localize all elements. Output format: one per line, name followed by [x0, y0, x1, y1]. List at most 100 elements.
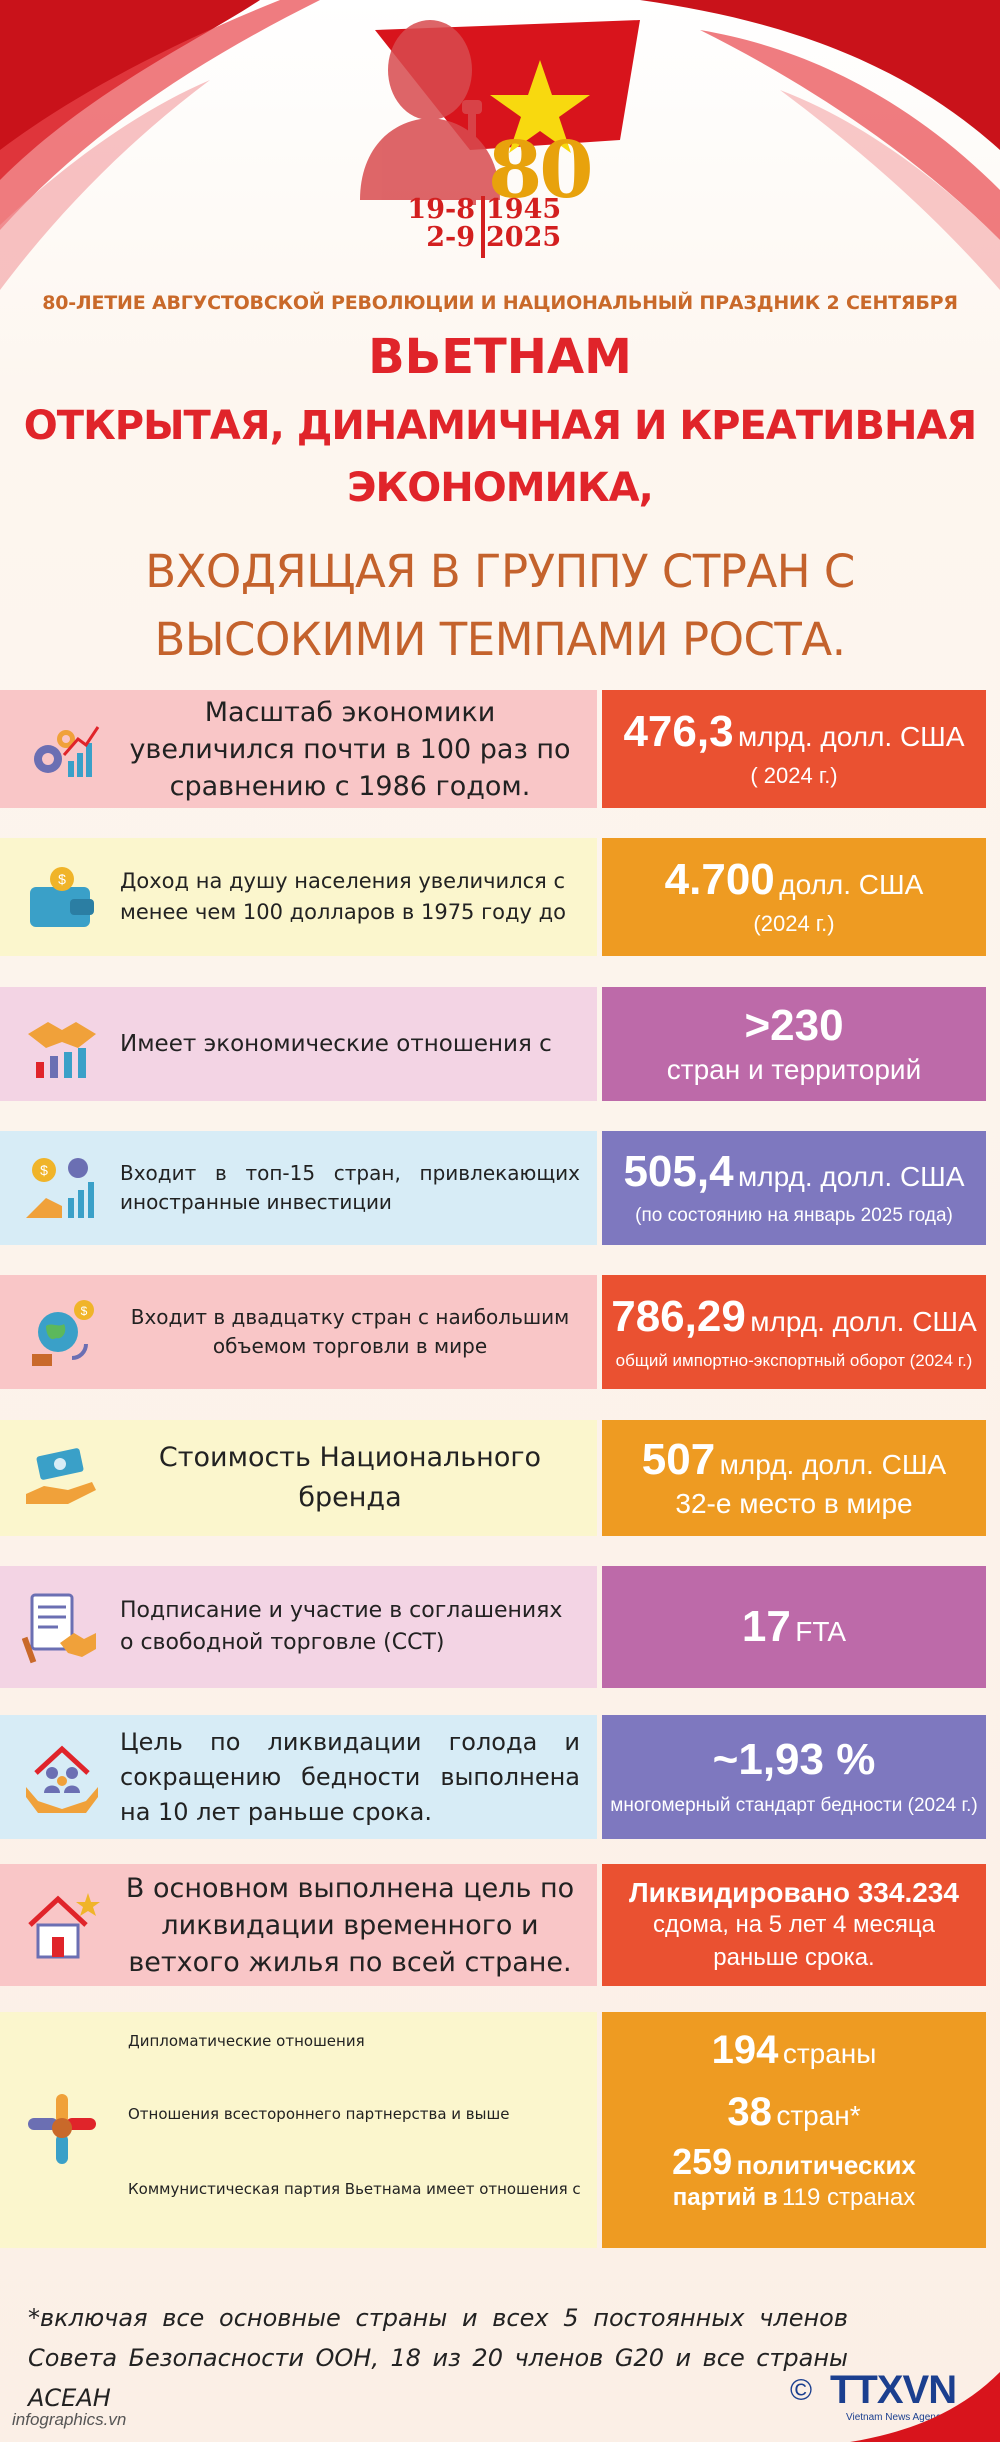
stat-value: >230: [744, 1000, 844, 1050]
stat-row-left: $ Входит в двадцатку стран с наибольшим …: [0, 1275, 597, 1389]
corner-ribbon: [850, 2372, 1000, 2442]
stat-value-box: 194 страны 38 стран* 259 политических па…: [602, 2012, 986, 2248]
date-left: 19-8 2-9: [365, 194, 475, 254]
svg-text:$: $: [58, 871, 66, 887]
stat-unit: долл. США: [779, 869, 924, 901]
header-decoration: 80 19-8 2-9 1945 2025: [0, 0, 1000, 290]
stat-desc: Доход на душу населения увеличился с мен…: [120, 869, 566, 924]
anniversary-subtitle: 80-ЛЕТИЕ АВГУСТОВСКОЙ РЕВОЛЮЦИИ И НАЦИОН…: [42, 292, 958, 314]
stat-row-trade: $ Входит в двадцатку стран с наибольшим …: [0, 1275, 1000, 1389]
stat-value-box: 505,4 млрд. долл. США (по состоянию на я…: [602, 1131, 986, 1245]
stat-row-diplomacy: Дипломатические отношения Отношения всес…: [0, 2012, 1000, 2248]
stat-row-relations: Имеет экономические отношения с >230 стр…: [0, 987, 1000, 1101]
title-line-5: ВЫСОКИМИ ТЕМПАМИ РОСТА.: [154, 613, 846, 666]
stat-row-left: В основном выполнена цель по ликвидации …: [0, 1864, 597, 1986]
stat-row-investment: $ Входит в топ-15 стран, привлекающих ин…: [0, 1131, 1000, 1245]
stat-row-left: Подписание и участие в соглашениях о сво…: [0, 1566, 597, 1688]
stat-value-box: >230 стран и территорий: [602, 987, 986, 1101]
stat-value: 507: [641, 1434, 716, 1484]
stat-note: ( 2024 г.): [750, 763, 838, 789]
wallet-coin-icon: $: [30, 867, 94, 927]
stat-note: общий импортно-экспортный оборот (2024 г…: [615, 1350, 973, 1370]
stat-row-left: Дипломатические отношения Отношения всес…: [0, 2012, 597, 2248]
stat-note: многомерный стандарт бедности (2024 г.): [610, 1795, 978, 1817]
stat-value-box: 507 млрд. долл. США 32-е место в мире: [602, 1420, 986, 1536]
party-relations-label: Коммунистическая партия Вьетнама имеет о…: [128, 2180, 581, 2198]
stat-value: 476,3: [623, 707, 734, 757]
stat-row-brand: Стоимость Национального бренда 507 млрд.…: [0, 1420, 1000, 1536]
anniversary-80: 80: [488, 125, 594, 216]
partnership-value: 38: [727, 2090, 772, 2134]
family-hands-icon: [26, 1745, 98, 1813]
stat-value: 505,4: [623, 1146, 734, 1196]
logo-subtitle: Vietnam News Agency: [846, 2412, 946, 2423]
stat-value: Ликвидировано 334.234: [629, 1876, 959, 1908]
stat-value: 4.700: [664, 855, 775, 905]
portrait-icon: [360, 20, 500, 205]
date-2-9: 2-9: [426, 222, 475, 254]
stat-row-poverty: Цель по ликвидации голода и сокращению б…: [0, 1715, 1000, 1839]
stat-unit: млрд. долл. США: [750, 1306, 977, 1338]
stat-value: 786,29: [611, 1292, 746, 1342]
stat-row-left: Цель по ликвидации голода и сокращению б…: [0, 1715, 597, 1839]
stat-note: стран и территорий: [666, 1054, 922, 1086]
stat-value-box: 4.700 долл. США (2024 г.): [602, 838, 986, 956]
stat-row-left: $ Входит в топ-15 стран, привлекающих ин…: [0, 1131, 597, 1245]
svg-text:$: $: [40, 1162, 48, 1178]
document-handshake-icon: [22, 1593, 96, 1664]
investment-chart-icon: $: [26, 1158, 94, 1218]
copyright-symbol: ©: [790, 2374, 813, 2407]
house-star-icon: [28, 1893, 100, 1959]
stat-unit: FTA: [795, 1615, 847, 1647]
site-link[interactable]: infographics.vn: [12, 2410, 127, 2429]
stat-row-housing: В основном выполнена цель по ликвидации …: [0, 1864, 1000, 1986]
stat-note: сдома, на 5 лет 4 месяца раньше срока.: [653, 1911, 935, 1971]
date-19-8: 19-8: [407, 194, 475, 225]
title-vietnam: ВЬЕТНАМ: [368, 329, 632, 385]
diplomatic-relations-label: Дипломатические отношения: [128, 2032, 365, 2050]
globe-trade-icon: $: [32, 1300, 94, 1366]
gears-chart-icon: [34, 726, 100, 777]
title-open-economy: ОТКРЫТАЯ, ДИНАМИЧНАЯ И КРЕАТИВНАЯ ЭКОНОМ…: [0, 395, 1000, 519]
partnership-label: Отношения всестороннего партнерства и вы…: [128, 2105, 510, 2123]
stat-value: 17: [741, 1601, 791, 1651]
stat-desc: Цель по ликвидации голода и сокращению б…: [120, 1727, 580, 1826]
stat-value-box: Ликвидировано 334.234 сдома, на 5 лет 4 …: [602, 1864, 986, 1986]
stat-row-fta: Подписание и участие в соглашениях о сво…: [0, 1566, 1000, 1688]
footnote: *включая все основные страны и всех 5 по…: [28, 2304, 848, 2412]
stat-desc: Масштаб экономики увеличился почти в 100…: [129, 696, 571, 802]
title-growth-group: ВХОДЯЩАЯ В ГРУППУ СТРАН С ВЫСОКИМИ ТЕМПА…: [0, 538, 1000, 674]
stat-row-left: Имеет экономические отношения с: [0, 987, 597, 1101]
money-hand-icon: [26, 1448, 96, 1504]
stat-note: 32-е место в мире: [675, 1488, 913, 1520]
stat-desc: Входит в двадцатку стран с наибольшим об…: [130, 1305, 570, 1358]
stat-row-income: $ Доход на душу населения увеличился с м…: [0, 838, 1000, 956]
parties-in: партий в: [672, 2183, 778, 2211]
handshake-chart-icon: [28, 1022, 96, 1078]
stat-unit: млрд. долл. США: [719, 1448, 947, 1480]
title-line-3: ЭКОНОМИКА,: [347, 465, 654, 511]
stat-note: (по состоянию на январь 2025 года): [635, 1205, 953, 1227]
stat-unit: млрд. долл. США: [738, 1160, 965, 1192]
stat-value-box: ~1,93 % многомерный стандарт бедности (2…: [602, 1715, 986, 1839]
year-1945: 1945: [486, 194, 562, 225]
date-right: 1945 2025: [486, 194, 596, 254]
svg-text:$: $: [81, 1304, 88, 1318]
title-line-2: ОТКРЫТАЯ, ДИНАМИЧНАЯ И КРЕАТИВНАЯ: [23, 403, 977, 449]
stat-desc: Имеет экономические отношения с: [120, 1031, 552, 1057]
stat-desc: Подписание и участие в соглашениях о сво…: [120, 1598, 563, 1655]
star-icon: [490, 60, 590, 153]
parties-value: 259: [672, 2141, 733, 2182]
parties-countries: 119 странах: [782, 2183, 916, 2211]
diplomatic-value: 194: [711, 2028, 779, 2072]
title-line-4: ВХОДЯЩАЯ В ГРУППУ СТРАН С: [145, 545, 855, 598]
date-divider: [481, 196, 485, 258]
partnership-unit: стран*: [776, 2100, 861, 2131]
stat-row-left: Масштаб экономики увеличился почти в 100…: [0, 690, 597, 808]
year-2025: 2025: [486, 222, 562, 254]
diplomatic-unit: страны: [782, 2038, 877, 2069]
parties-unit: политических: [736, 2150, 916, 2180]
joined-hands-icon: [28, 2094, 96, 2164]
stat-row-left: Стоимость Национального бренда: [0, 1420, 597, 1536]
